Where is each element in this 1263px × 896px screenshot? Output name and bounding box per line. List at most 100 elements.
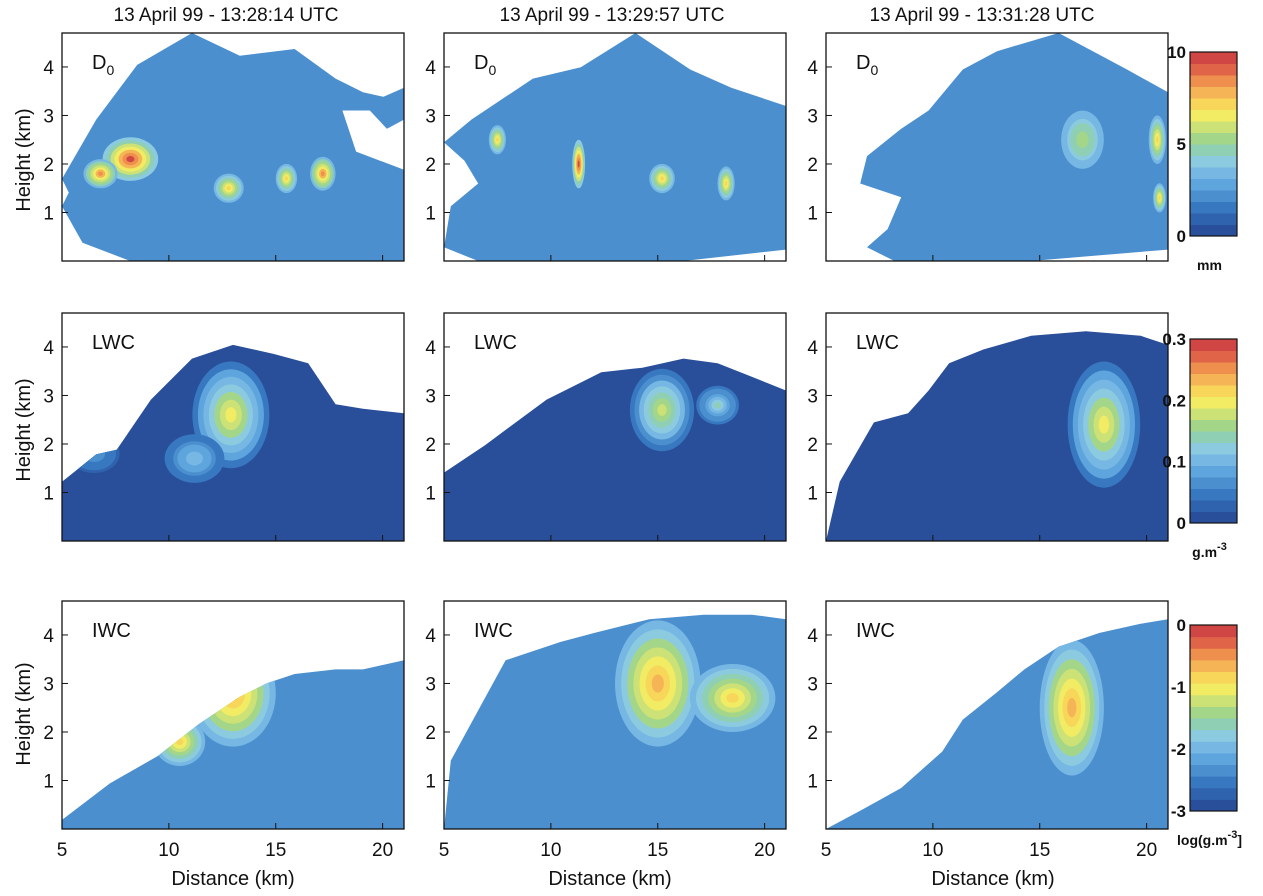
contour-2-4 bbox=[74, 741, 102, 762]
colorbar-swatch bbox=[1190, 465, 1237, 478]
panel-iwc-2: 1 2 3 4 5 10 15 20 IWC bbox=[425, 600, 787, 861]
colorbar-swatch bbox=[1190, 155, 1237, 168]
xlabel-col-1: Distance (km) bbox=[171, 868, 294, 890]
panel-label: LWC bbox=[856, 332, 899, 354]
panel-frame bbox=[61, 312, 405, 542]
colorbar-swatch bbox=[1190, 488, 1237, 501]
panel-frame bbox=[443, 312, 787, 542]
colorbar-swatch bbox=[1190, 787, 1237, 800]
contour-2-0 bbox=[62, 727, 120, 776]
ytick-label: 2 bbox=[43, 435, 54, 456]
colorbar-swatch bbox=[1190, 706, 1237, 719]
colorbar-swatch bbox=[1190, 63, 1237, 76]
ytick-label: 3 bbox=[807, 386, 818, 407]
ylabel-row-1: Height (km) bbox=[13, 108, 35, 211]
colorbar-swatch bbox=[1190, 385, 1237, 397]
contour-0-6 bbox=[226, 685, 240, 701]
colorbar-tick-label: 0 bbox=[1177, 227, 1186, 246]
contour-2-3 bbox=[69, 737, 106, 766]
contour-0-6 bbox=[577, 160, 580, 168]
colorbar-swatch bbox=[1190, 396, 1237, 409]
ytick-label: 3 bbox=[425, 106, 436, 127]
contour-0-6 bbox=[1098, 415, 1110, 434]
ytick-label: 3 bbox=[43, 674, 54, 695]
contour-2-6 bbox=[1079, 135, 1086, 144]
colorbar-swatch bbox=[1190, 477, 1237, 489]
colorbar-swatch bbox=[1190, 190, 1237, 202]
contour-2-4 bbox=[83, 445, 106, 463]
ytick-label: 3 bbox=[807, 106, 818, 127]
panel-iwc-1: 1 2 3 4 5 10 15 20 IWC bbox=[43, 600, 405, 861]
panel-frame bbox=[61, 600, 405, 830]
ytick-label: 1 bbox=[807, 203, 818, 224]
panel-frame bbox=[825, 32, 1169, 262]
ytick-label: 3 bbox=[425, 386, 436, 407]
colorbar-swatch bbox=[1190, 350, 1237, 363]
panel-d0-1: 1 2 3 4 D0 bbox=[43, 32, 405, 262]
contour-0-6 bbox=[1067, 698, 1077, 718]
colorbar-swatch bbox=[1190, 694, 1237, 707]
colorbar-lwc: 0 0.1 0.2 0.3 g.m-3 bbox=[1162, 330, 1238, 560]
colorbar-swatch bbox=[1190, 718, 1237, 731]
ytick-label: 1 bbox=[425, 483, 436, 504]
panel-label: D0 bbox=[92, 52, 114, 78]
colorbar-swatch bbox=[1190, 636, 1237, 649]
colorbar-tick-label: 0 bbox=[1177, 616, 1186, 635]
colorbar-swatch bbox=[1190, 442, 1237, 455]
contour-0-4 bbox=[214, 670, 252, 717]
panel-d0-2: 1 2 3 4 D0 bbox=[425, 32, 787, 262]
ytick-label: 2 bbox=[43, 723, 54, 744]
column-title-2: 13 April 99 - 13:29:57 UTC bbox=[500, 5, 725, 26]
xtick-label: 15 bbox=[265, 840, 286, 861]
contour-2-1 bbox=[62, 730, 116, 773]
ytick-label: 1 bbox=[43, 203, 54, 224]
panel-label: IWC bbox=[856, 620, 895, 642]
colorbar-swatch bbox=[1190, 86, 1237, 99]
xtick-label: 20 bbox=[754, 840, 775, 861]
ytick-label: 3 bbox=[807, 674, 818, 695]
ytick-label: 4 bbox=[807, 338, 818, 359]
ytick-label: 3 bbox=[43, 106, 54, 127]
colorbar-tick-label: 5 bbox=[1177, 135, 1186, 154]
colorbar-swatch bbox=[1190, 98, 1237, 110]
colorbar-tick-label: 0.1 bbox=[1162, 453, 1186, 472]
xtick-label: 5 bbox=[821, 840, 832, 861]
ytick-label: 3 bbox=[425, 674, 436, 695]
colorbar-swatch bbox=[1190, 454, 1237, 466]
colorbar-swatch bbox=[1190, 167, 1237, 179]
contour-0-6 bbox=[225, 407, 237, 423]
ytick-label: 1 bbox=[425, 203, 436, 224]
colorbar-unit: mm bbox=[1197, 257, 1222, 273]
colorbar-swatch bbox=[1190, 52, 1237, 64]
xtick-label: 15 bbox=[647, 840, 668, 861]
colorbar-frame bbox=[1189, 338, 1238, 524]
colorbar-tick-label: -2 bbox=[1171, 740, 1186, 759]
colorbar-swatch bbox=[1190, 121, 1237, 133]
panel-frame bbox=[443, 600, 787, 830]
colorbar-swatch bbox=[1190, 224, 1237, 237]
colorbar-swatch bbox=[1190, 625, 1237, 638]
xtick-label: 20 bbox=[1136, 840, 1157, 861]
colorbar-swatch bbox=[1190, 362, 1237, 374]
colorbar-swatch bbox=[1190, 764, 1237, 777]
colorbar-unit: g.m-3 bbox=[1192, 541, 1227, 560]
contour-2-6 bbox=[83, 747, 93, 755]
colorbar-swatch bbox=[1190, 201, 1237, 214]
contour-3-6 bbox=[724, 181, 728, 186]
contour-4-6 bbox=[321, 171, 325, 177]
ytick-label: 2 bbox=[807, 155, 818, 176]
panel-label: D0 bbox=[856, 52, 878, 78]
contour-0-6 bbox=[657, 404, 667, 416]
column-title-1: 13 April 99 - 13:28:14 UTC bbox=[114, 5, 339, 26]
ytick-label: 4 bbox=[43, 338, 54, 359]
colorbar-swatch bbox=[1190, 144, 1237, 156]
contour-1-6 bbox=[1158, 195, 1161, 200]
ylabel-row-2: Height (km) bbox=[13, 378, 35, 481]
colorbar-swatch bbox=[1190, 419, 1237, 432]
panel-label: IWC bbox=[474, 620, 513, 642]
colorbar-swatch bbox=[1190, 500, 1237, 512]
contour-1-6 bbox=[726, 693, 739, 703]
colorbar-tick-label: -3 bbox=[1171, 802, 1186, 821]
xtick-label: 10 bbox=[540, 840, 561, 861]
